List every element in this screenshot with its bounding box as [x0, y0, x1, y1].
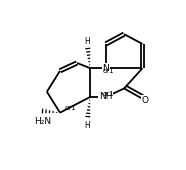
Text: N: N	[102, 64, 109, 73]
Text: or1: or1	[102, 69, 114, 74]
Text: H₂N: H₂N	[34, 117, 51, 126]
Text: or1: or1	[102, 91, 114, 97]
Text: O: O	[142, 96, 149, 105]
Text: H: H	[85, 121, 90, 130]
Text: NH: NH	[99, 92, 113, 101]
Text: H: H	[85, 37, 90, 46]
Text: or1: or1	[65, 105, 76, 111]
